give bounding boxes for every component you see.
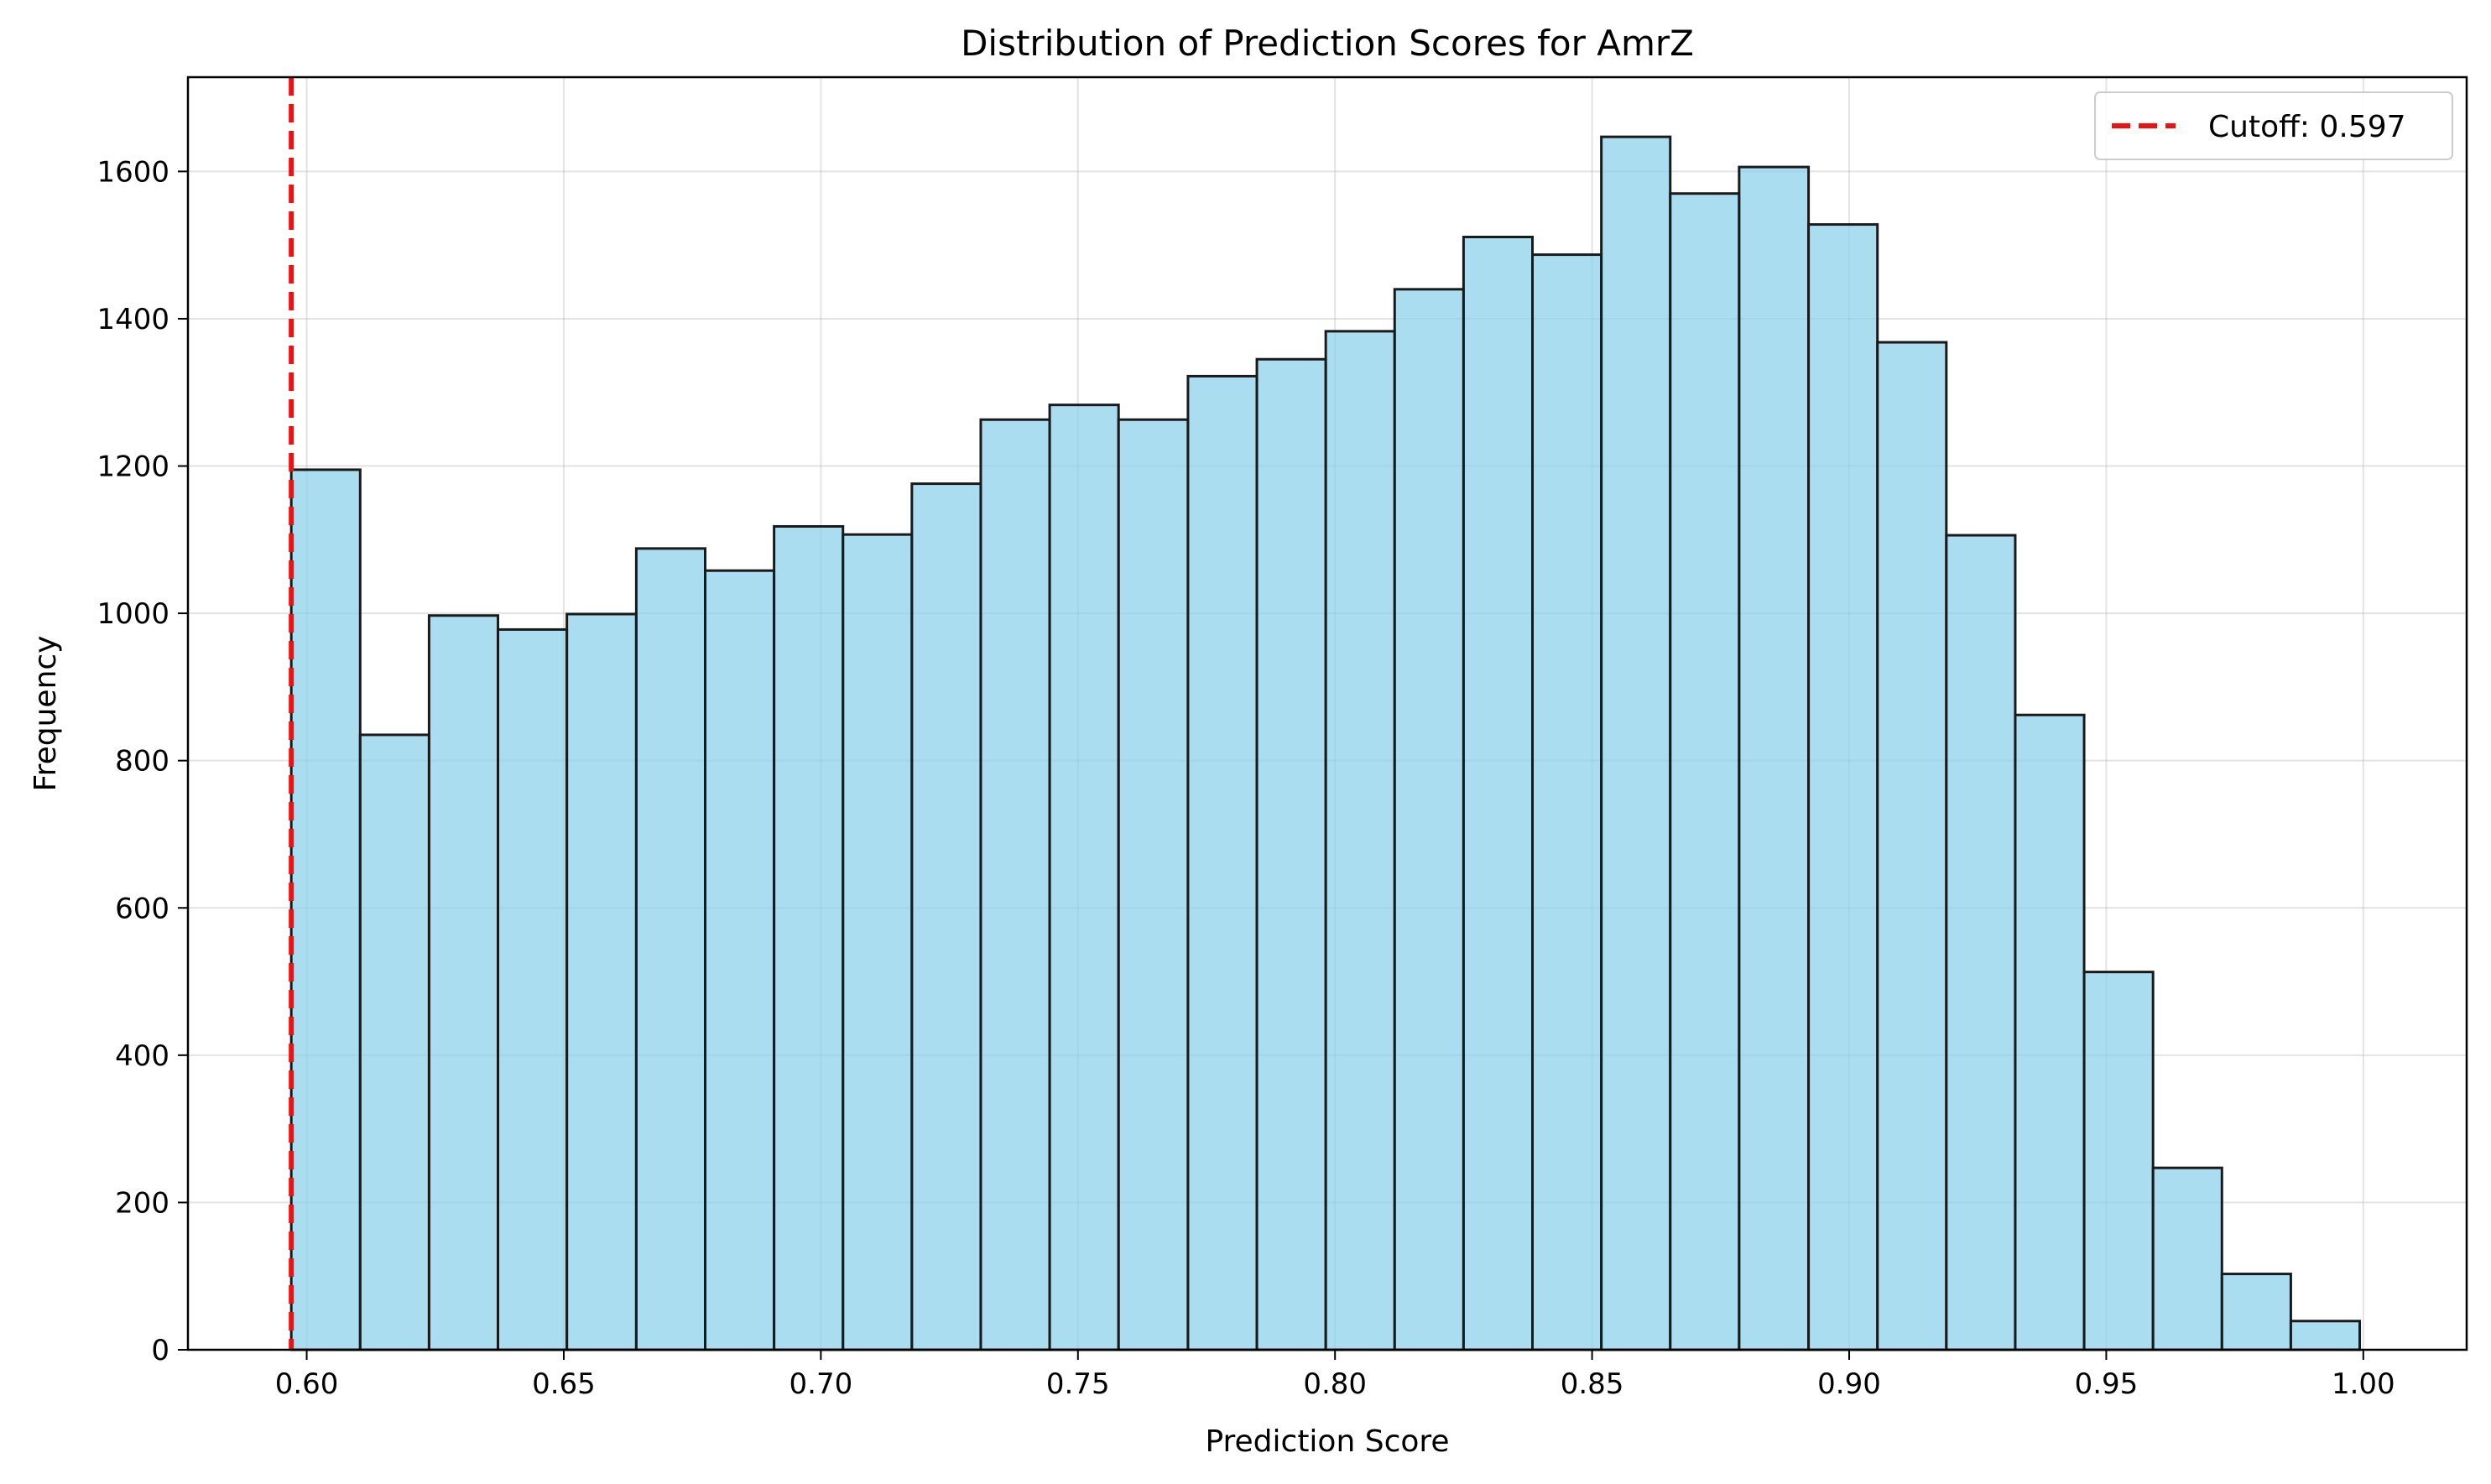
y-tick-label: 200 <box>115 1186 169 1220</box>
y-tick-label: 600 <box>115 892 169 925</box>
histogram-bar <box>2289 1320 2362 1351</box>
x-tick-label: 0.65 <box>532 1367 596 1401</box>
y-tick-label: 800 <box>115 745 169 778</box>
y-tick-label: 1400 <box>96 303 169 336</box>
legend: Cutoff: 0.597 <box>2094 91 2453 160</box>
x-tick-label: 0.75 <box>1046 1367 1110 1401</box>
plot-frame <box>186 76 2468 1351</box>
histogram-bar <box>1462 236 1535 1351</box>
chart-title: Distribution of Prediction Scores for Am… <box>961 23 1694 64</box>
histogram-bar <box>979 418 1051 1351</box>
histogram-bar <box>1738 165 1811 1351</box>
y-tick-label: 400 <box>115 1039 169 1073</box>
histogram-bar <box>1876 341 1948 1351</box>
histogram-bar <box>1048 404 1120 1351</box>
x-tick-label: 0.85 <box>1561 1367 1624 1401</box>
x-tick-label: 0.60 <box>275 1367 339 1401</box>
histogram-bar <box>1807 223 1879 1351</box>
y-tick-label: 1600 <box>96 155 169 189</box>
histogram-bar <box>1945 534 2017 1351</box>
x-tick-label: 1.00 <box>2332 1367 2395 1401</box>
histogram-bar <box>1669 192 1741 1351</box>
y-axis-label: Frequency <box>29 636 63 792</box>
y-tick-label: 0 <box>151 1334 169 1367</box>
histogram-bar <box>358 733 430 1351</box>
histogram-bar <box>1117 418 1190 1351</box>
y-axis-ticks: 0 200 400 600 800 1000 1200 1400 1600 <box>96 155 188 1367</box>
histogram-bar <box>2014 713 2086 1351</box>
x-tick-label: 0.95 <box>2075 1367 2139 1401</box>
x-axis-ticks: 0.60 0.65 0.70 0.75 0.80 0.85 0.90 0.95 1.00 <box>275 1350 2395 1401</box>
histogram-bars <box>289 135 2362 1351</box>
histogram-bar <box>1393 288 1465 1351</box>
legend-cutoff-label: Cutoff: 0.597 <box>2208 110 2406 144</box>
x-tick-label: 0.80 <box>1303 1367 1367 1401</box>
histogram-bar <box>2220 1273 2292 1351</box>
histogram-bar <box>910 482 982 1351</box>
histogram-bar <box>1186 374 1259 1351</box>
histogram-bar <box>497 627 569 1351</box>
x-tick-label: 0.70 <box>790 1367 853 1401</box>
y-tick-label: 1000 <box>96 597 169 631</box>
histogram-bar <box>2082 971 2155 1351</box>
legend-box <box>2094 91 2453 160</box>
histogram-bar <box>1324 330 1396 1351</box>
histogram-bar <box>1600 135 1672 1351</box>
histogram-bar <box>1531 253 1603 1351</box>
histogram-bar <box>427 614 500 1351</box>
histogram-bar <box>703 569 776 1351</box>
x-axis-label: Prediction Score <box>1205 1424 1449 1459</box>
histogram-bar <box>1255 357 1327 1351</box>
histogram-bar <box>289 468 362 1351</box>
histogram-bar <box>842 533 914 1351</box>
histogram-bar <box>565 612 638 1351</box>
x-tick-label: 0.90 <box>1817 1367 1881 1401</box>
histogram-bar <box>773 525 845 1351</box>
histogram-bar <box>2151 1166 2223 1351</box>
histogram-bar <box>634 547 706 1351</box>
y-tick-label: 1200 <box>96 450 169 484</box>
